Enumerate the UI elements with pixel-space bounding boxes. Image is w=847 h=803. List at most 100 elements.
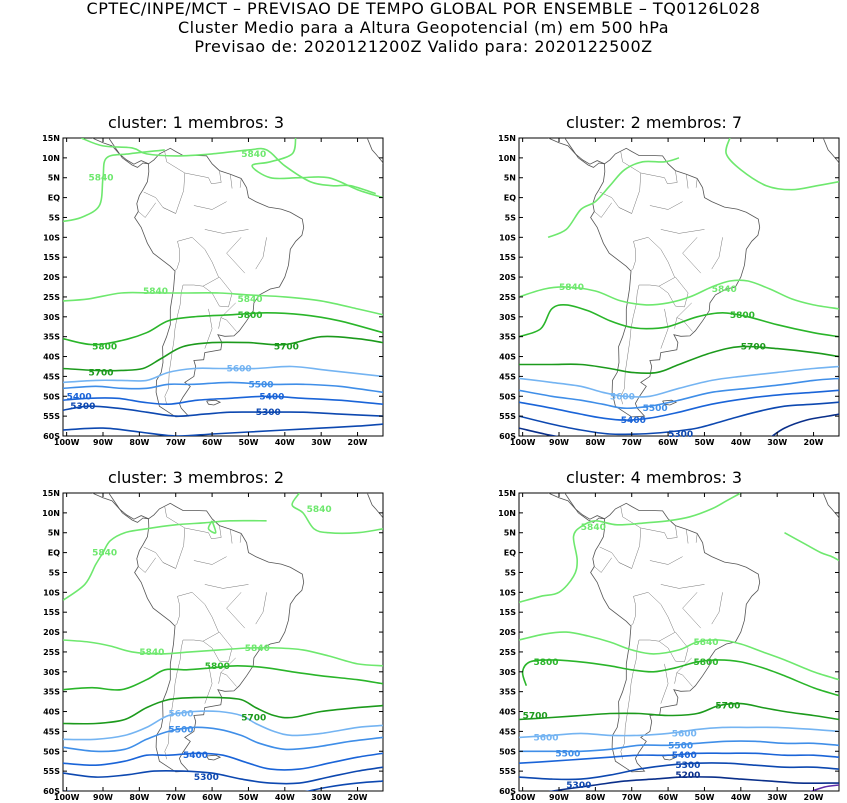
contour-5500 <box>519 740 839 753</box>
contour-5100 <box>809 784 839 791</box>
country-border <box>633 237 675 278</box>
contour-label: 5400 <box>183 751 208 761</box>
lon-label: 30W <box>767 793 787 802</box>
lon-label: 100W <box>510 438 536 447</box>
lat-label: 30S <box>499 313 516 322</box>
lon-label: 80W <box>585 438 605 447</box>
lat-label: 60S <box>499 787 516 796</box>
panel-4-map: 5840 5840 5800 5800 5700 5700 5600 5600 5500 5500… <box>498 489 840 802</box>
country-border <box>177 592 219 633</box>
coastline <box>134 147 305 418</box>
lat-label: 40S <box>43 353 60 362</box>
country-border <box>594 557 612 573</box>
country-border <box>183 631 220 642</box>
lat-label: 45S <box>499 372 516 381</box>
lat-label: 35S <box>43 333 60 342</box>
coastline <box>367 493 383 519</box>
lat-label: 55S <box>43 767 60 776</box>
country-border <box>218 317 222 329</box>
country-border <box>711 592 723 625</box>
country-border <box>143 546 176 569</box>
contour-5300 <box>63 405 383 417</box>
coastline <box>108 138 149 168</box>
contour-label: 5500 <box>643 404 668 414</box>
lat-label: 15N <box>42 489 60 498</box>
country-border <box>138 557 156 573</box>
contour-label: 5700 <box>89 368 114 378</box>
contour-label: 5400 <box>259 392 284 402</box>
lon-label: 20W <box>348 793 368 802</box>
lon-label: 40W <box>731 793 751 802</box>
contour-5840 <box>519 279 839 310</box>
panel-1-title: cluster: 1 membros: 3 <box>108 113 285 132</box>
country-border <box>686 529 689 544</box>
coastline <box>564 493 605 523</box>
lon-label: 40W <box>275 793 295 802</box>
map-frame <box>62 137 384 437</box>
contour-label: 5300 <box>668 430 693 440</box>
lon-label: 50W <box>238 438 258 447</box>
lat-label: 60S <box>43 432 60 441</box>
lat-label: 50S <box>499 392 516 401</box>
country-border <box>230 529 233 544</box>
lon-label: 30W <box>311 793 331 802</box>
country-border <box>640 172 668 184</box>
lon-label: 80W <box>585 793 605 802</box>
contour-5300 <box>63 423 383 436</box>
lat-label: 30S <box>43 668 60 677</box>
country-border <box>183 276 220 287</box>
lat-label: 15S <box>499 608 516 617</box>
lon-label: 40W <box>275 438 295 447</box>
lat-label: 40S <box>43 708 60 717</box>
contour-label: 5840 <box>581 523 606 533</box>
contour-5600 <box>519 726 839 739</box>
lat-label: 40S <box>499 353 516 362</box>
coastline <box>134 502 305 773</box>
contour-label: 5600 <box>534 733 559 743</box>
lon-label: 90W <box>549 793 569 802</box>
contour-label: 5840 <box>559 283 584 293</box>
lat-label: 20S <box>43 628 60 637</box>
contour-5840 <box>63 149 165 223</box>
country-border <box>204 584 249 589</box>
contour-label: 5700 <box>523 712 548 722</box>
country-border <box>193 201 227 210</box>
contour-5400 <box>519 389 839 421</box>
country-border <box>220 302 237 332</box>
country-border <box>667 170 678 184</box>
contour-5840 <box>63 639 383 667</box>
lon-label: 100W <box>54 438 80 447</box>
country-border <box>660 584 705 589</box>
lat-label: 50S <box>43 392 60 401</box>
contour-5200 <box>771 413 839 436</box>
contour-5400 <box>63 752 383 771</box>
country-border <box>202 276 233 308</box>
contour-5600 <box>63 710 383 741</box>
country-border <box>667 525 678 539</box>
contour-label: 5300 <box>675 761 700 771</box>
lat-label: 10N <box>498 154 516 163</box>
contour-5800 <box>521 659 839 697</box>
lon-label: 90W <box>549 438 569 447</box>
lon-label: 60W <box>202 793 222 802</box>
lat-label: 50S <box>499 747 516 756</box>
lat-label: 40S <box>499 708 516 717</box>
lon-label: 90W <box>93 438 113 447</box>
contour-label: 5700 <box>715 702 740 712</box>
country-border <box>674 672 678 684</box>
contour-label: 5500 <box>169 725 194 735</box>
lat-label: 5S <box>49 568 61 577</box>
lon-label: 20W <box>804 793 824 802</box>
country-border <box>639 276 676 287</box>
coastline <box>91 138 149 165</box>
country-border <box>630 241 636 271</box>
contour-5600 <box>63 365 383 384</box>
lat-label: 25S <box>43 648 60 657</box>
lat-label: 15N <box>498 134 516 143</box>
lat-label: 50S <box>43 747 60 756</box>
lon-label: 70W <box>166 438 186 447</box>
country-border <box>143 191 176 214</box>
lon-label: 40W <box>731 438 751 447</box>
country-border <box>658 276 689 308</box>
lat-label: 30S <box>499 668 516 677</box>
